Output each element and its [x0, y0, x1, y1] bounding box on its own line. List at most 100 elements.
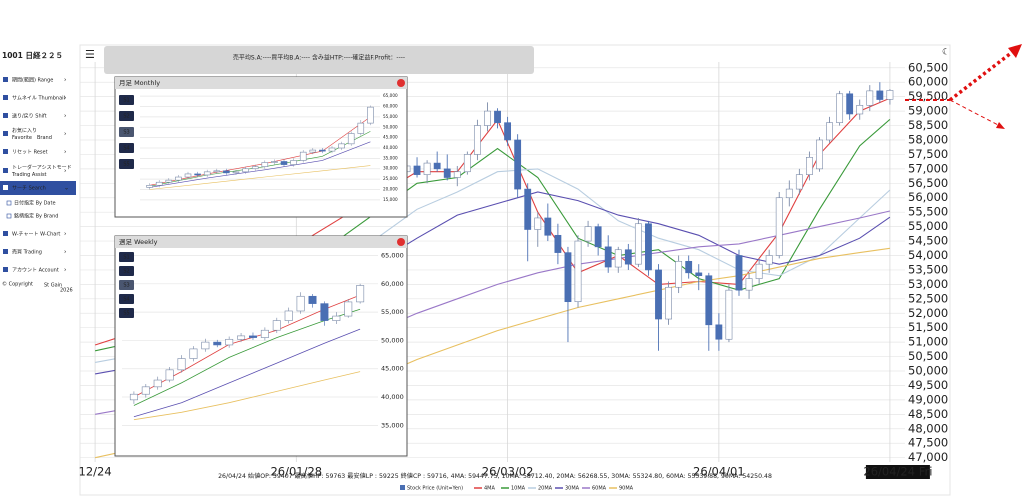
y-tick-label: 53,500	[908, 262, 948, 276]
menu-label[interactable]: Trading Assist	[11, 172, 47, 178]
candle-body	[836, 93, 844, 123]
y-tick-label: 45,000	[383, 135, 398, 140]
series-button-label[interactable]: S3	[123, 283, 129, 289]
series-button[interactable]	[119, 111, 134, 121]
menu-label[interactable]: 期間(範囲) Range	[12, 77, 53, 84]
candle-body	[463, 154, 471, 173]
annotation-arrows	[905, 44, 1022, 129]
y-tick-label: 55,000	[383, 114, 398, 119]
series-button[interactable]	[119, 159, 134, 169]
x-tick-label: 26/04/01	[693, 465, 745, 479]
candle-body	[604, 246, 612, 268]
y-tick-label: 40,000	[381, 393, 404, 401]
menu-icon	[3, 113, 8, 118]
series-button-label[interactable]: S1	[123, 255, 129, 261]
legend-label: 30MA	[565, 486, 580, 492]
candle-body	[344, 301, 353, 317]
series-button-label[interactable]: S4	[123, 146, 129, 152]
menu-icon	[3, 95, 8, 100]
menu-chevron: ›	[64, 149, 66, 156]
menu-label[interactable]: トレーダーアシストモード	[12, 164, 72, 171]
candle-body	[725, 289, 733, 340]
candle-body	[795, 174, 803, 190]
menu-label[interactable]: 売買 Trading	[12, 249, 42, 256]
candle-body	[705, 275, 713, 326]
candle-body	[194, 173, 201, 176]
candle-body	[319, 149, 326, 152]
candle-body	[504, 122, 512, 141]
candle-body	[201, 341, 210, 350]
y-tick-label: 50,500	[908, 349, 948, 363]
candle-body	[695, 272, 703, 277]
candle-body	[155, 181, 163, 186]
candle-body	[223, 170, 230, 174]
series-button-label[interactable]: S2	[123, 114, 129, 120]
series-button[interactable]	[119, 294, 134, 304]
menu-label[interactable]: 銘柄指定 By Brand	[14, 213, 58, 220]
candle-body	[280, 161, 288, 165]
series-button[interactable]	[119, 280, 134, 290]
series-button[interactable]	[119, 252, 134, 262]
menu-label[interactable]: 送り/戻り Shift	[12, 113, 47, 120]
series-button[interactable]	[119, 266, 134, 276]
menu-chevron: ›	[64, 95, 66, 102]
legend-label: 60MA	[592, 486, 607, 492]
series-button[interactable]	[119, 143, 134, 153]
menu-label[interactable]: W-チャート W-Chart	[12, 232, 60, 238]
candle-body	[232, 171, 240, 174]
candle-body	[248, 335, 257, 338]
series-button-label[interactable]: S5	[123, 311, 129, 317]
series-button-label[interactable]: S4	[123, 297, 129, 303]
menu-label[interactable]: お気に入り	[12, 127, 37, 134]
menu-label[interactable]: リセット Reset	[12, 150, 48, 156]
candle-body	[755, 263, 763, 279]
x-tick-label: 26/03/02	[482, 465, 534, 479]
menu-label[interactable]: 日付指定 By Date	[14, 200, 56, 207]
series-button[interactable]	[119, 95, 134, 105]
y-tick-label: 60,000	[908, 75, 948, 89]
series-button-label[interactable]: S3	[123, 130, 129, 136]
menu-label[interactable]: アカウント Account	[12, 267, 59, 274]
candle-body	[357, 122, 365, 134]
candle-body	[634, 223, 642, 265]
menu-chevron: ›	[64, 267, 66, 274]
candle-body	[544, 217, 552, 236]
candle-body	[816, 139, 823, 170]
candle-body	[213, 341, 222, 346]
candle-body	[765, 255, 773, 265]
candle-body	[846, 93, 854, 115]
theme-icon[interactable]: ☾	[942, 48, 950, 58]
y-tick-label: 57,000	[908, 161, 948, 175]
menu-label[interactable]: サーチ Search	[12, 186, 46, 192]
candle-body	[165, 179, 173, 183]
series-button-label[interactable]: S5	[123, 162, 129, 168]
y-tick-label: 49,500	[908, 378, 948, 392]
candle-body	[715, 324, 723, 340]
candle-body	[271, 161, 278, 163]
candle-body	[685, 260, 693, 274]
inset-title: 週足 Weekly	[119, 237, 158, 246]
moving-average-line	[133, 308, 361, 406]
series-button-label[interactable]: S2	[123, 269, 129, 275]
candle-body	[876, 90, 884, 100]
candle-body	[413, 165, 421, 175]
series-button[interactable]	[119, 308, 134, 318]
series-button[interactable]	[119, 127, 134, 137]
moving-average-line	[133, 328, 361, 418]
close-button[interactable]	[397, 79, 405, 87]
moving-average-line	[133, 371, 361, 421]
menu-label[interactable]: サムネイル Thumbnail	[12, 96, 65, 102]
y-tick-label: 54,500	[908, 234, 948, 248]
menu-icon[interactable]: ☰	[85, 48, 95, 61]
close-button[interactable]	[397, 238, 405, 246]
candle-body	[554, 234, 562, 253]
legend-label: 90MA	[619, 486, 634, 492]
menu-label[interactable]: Favorite Brand	[12, 135, 52, 141]
y-tick-label: 48,500	[908, 407, 948, 421]
y-tick-label: 56,000	[908, 190, 948, 204]
y-tick-label: 55,500	[908, 205, 948, 219]
candle-body	[745, 278, 753, 291]
series-button-label[interactable]: S1	[123, 98, 129, 104]
y-tick-label: 30,000	[383, 166, 398, 171]
